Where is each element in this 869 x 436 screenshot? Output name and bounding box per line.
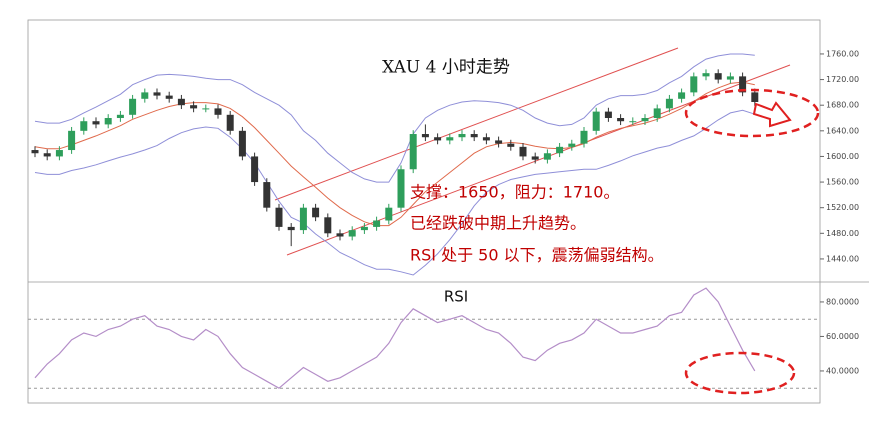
candle-body [702, 73, 710, 77]
candle-body [739, 76, 747, 93]
plot-layer: 1440.00 1480.00 1520.00 1560.00 1600.00 1640.… [28, 49, 859, 389]
candle-body [312, 207, 320, 218]
candle-body [690, 76, 698, 93]
candle-body [336, 233, 344, 237]
candle-body [348, 230, 356, 237]
candle-body [104, 118, 112, 125]
candle-body [214, 108, 222, 115]
candle-body [421, 134, 429, 138]
candle-body [543, 153, 551, 160]
rsi-title: RSI [444, 288, 468, 306]
y-tick-label: 1720.00 [826, 75, 859, 84]
y-tick-label: 80.0000 [826, 297, 859, 306]
candle-body [458, 134, 466, 138]
annotation: 已经跌破中期上升趋势。 [410, 214, 586, 233]
candle-body [397, 169, 405, 208]
band-line [34, 109, 755, 276]
chart-title: XAU 4 小时走势 [382, 58, 510, 78]
y-tick-label: 1680.00 [826, 101, 859, 110]
candle-body [617, 118, 625, 122]
candle-body [324, 217, 332, 234]
highlight-ellipse [684, 351, 796, 395]
candle-body [190, 105, 198, 109]
candle-body [409, 134, 417, 170]
candle-body [275, 207, 283, 227]
candle-body [641, 118, 649, 122]
annotation: 支撑：1650，阻力：1710。 [410, 183, 619, 202]
trend-line [274, 47, 679, 201]
candle-body [153, 92, 161, 96]
candle-body [165, 95, 173, 99]
candle-body [495, 140, 503, 144]
annotation: RSI 处于 50 以下，震荡偏弱结构。 [410, 246, 664, 265]
candle-body [226, 114, 234, 131]
candle-body [507, 143, 515, 147]
candle-body [116, 114, 124, 119]
candle-body [68, 130, 76, 151]
candle-body [482, 137, 490, 141]
candle-body [665, 98, 673, 109]
candle-body [678, 92, 686, 99]
y-tick-label: 1600.00 [826, 152, 859, 161]
candle-body [299, 207, 307, 231]
band-line [34, 53, 755, 183]
candle-body [653, 108, 661, 119]
candle-body [531, 156, 539, 160]
down-arrow [752, 101, 792, 128]
candle-body [604, 111, 612, 119]
y-tick-label: 40.0000 [826, 366, 859, 375]
y-tick-label: 60.0000 [826, 332, 859, 341]
rsi-line [34, 287, 756, 389]
y-tick-label: 1440.00 [826, 254, 859, 263]
candle-body [31, 150, 39, 154]
candle-body [55, 150, 63, 157]
y-tick-label: 1640.00 [826, 126, 859, 135]
candle-body [592, 111, 600, 131]
candle-body [141, 92, 149, 99]
candle-body [470, 134, 478, 138]
candle-body [263, 182, 271, 208]
candle-body [251, 156, 259, 183]
candle-body [373, 220, 381, 227]
candle-body [92, 121, 100, 125]
candle-body [287, 226, 295, 231]
candle-body [568, 143, 576, 147]
candle-body [629, 121, 637, 123]
candle-body [751, 92, 759, 102]
candle-body [556, 146, 564, 154]
candle-body [238, 130, 246, 157]
band-line [34, 81, 755, 227]
candle-body [177, 98, 185, 106]
candle-body [80, 121, 88, 131]
y-tick-label: 1480.00 [826, 229, 859, 238]
y-tick-label: 1520.00 [826, 203, 859, 212]
y-tick-label: 1760.00 [826, 49, 859, 58]
candle-body [385, 207, 393, 221]
highlight-ellipse [684, 88, 820, 138]
candle-body [580, 130, 588, 144]
candle-body [446, 137, 454, 141]
candle-body [360, 226, 368, 231]
candle-body [714, 73, 722, 80]
candle-body [43, 153, 51, 157]
y-tick-label: 1560.00 [826, 178, 859, 187]
candle-body [202, 108, 210, 110]
candle-body [129, 98, 137, 115]
plot-frame [27, 19, 821, 404]
candle-body [726, 76, 734, 80]
candle-body [519, 146, 527, 157]
candle-body [434, 137, 442, 141]
